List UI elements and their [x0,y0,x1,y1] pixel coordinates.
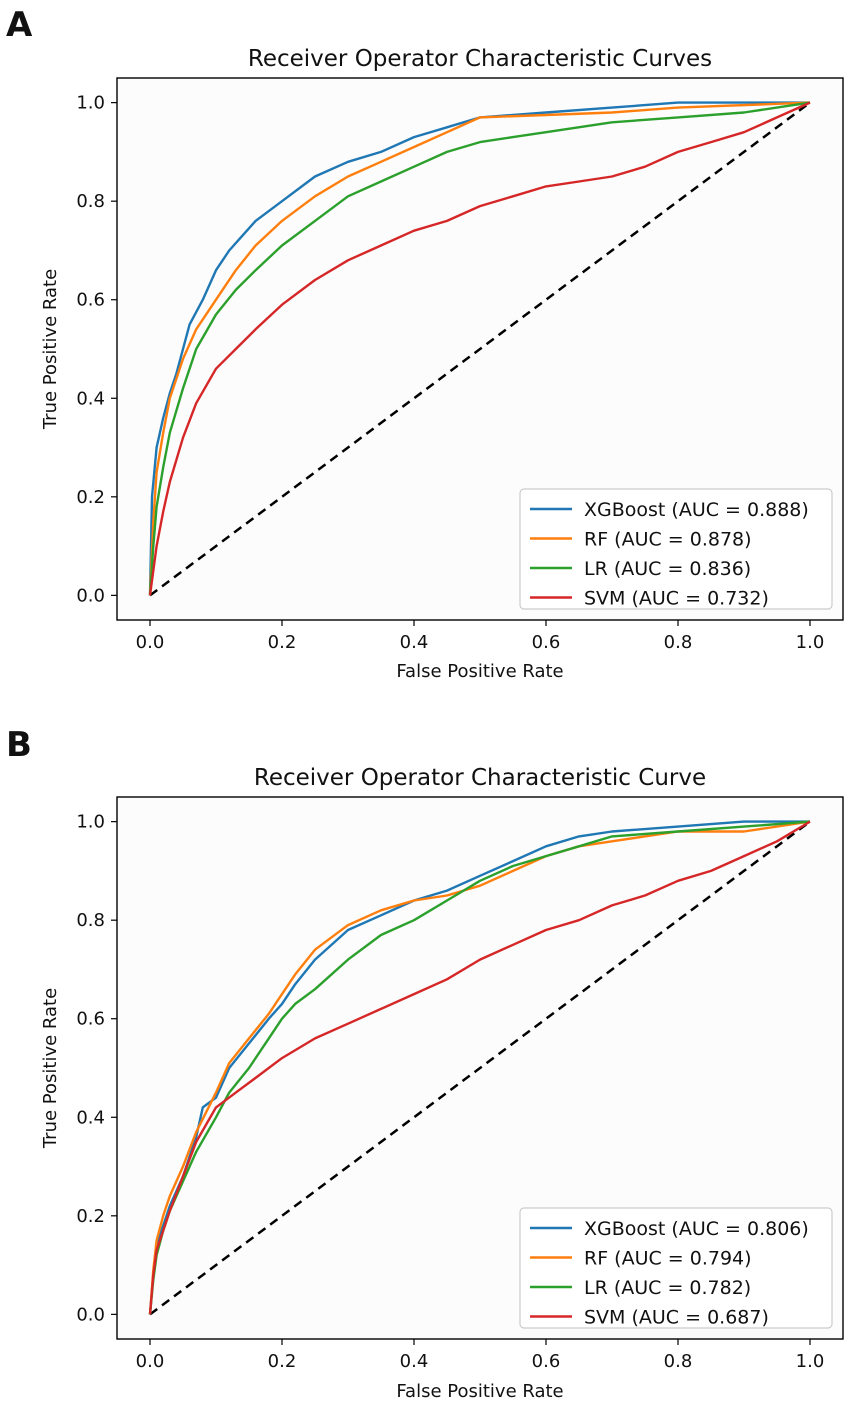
x-axis-label: False Positive Rate [396,661,563,682]
series-line-lr [148,101,811,596]
legend-label: RF (AUC = 0.878) [584,529,752,551]
y-tick-label: 0.0 [76,1304,105,1325]
panel-letter: A [6,5,33,45]
series-line-svm [148,820,811,1315]
y-tick-label: 0.6 [76,1009,105,1030]
roc-panel-b: B Receiver Operator Characteristic Curve 0… [6,725,844,1402]
y-tick-label: 0.6 [76,290,105,311]
x-tick-label: 0.4 [400,632,429,653]
x-tick-label: 0.8 [664,632,693,653]
x-tick-label: 0.8 [664,1351,693,1372]
chance-diagonal-line [149,820,811,1316]
legend: XGBoost (AUC = 0.888) RF (AUC = 0.878) LR … [519,488,833,610]
legend-label: SVM (AUC = 0.687) [584,1307,769,1329]
y-axis-label: True Positive Rate [40,269,61,430]
legend-label: LR (AUC = 0.836) [584,558,751,580]
series-line-svm [148,101,811,596]
y-axis-label: True Positive Rate [40,988,61,1149]
x-tick-label: 0.6 [532,632,561,653]
x-tick-label: 0.0 [136,632,165,653]
legend-label: RF (AUC = 0.794) [584,1248,752,1270]
x-axis-label: False Positive Rate [396,1381,563,1402]
y-tick-label: 0.4 [76,1107,105,1128]
legend-box [519,1207,833,1329]
x-tick-label: 0.0 [136,1351,165,1372]
legend-label: SVM (AUC = 0.732) [584,588,769,610]
legend-box [519,488,833,610]
axes-frame [116,77,844,621]
y-tick-label: 0.8 [76,910,105,931]
y-tick-label: 0.0 [76,585,105,606]
x-tick-label: 1.0 [796,632,825,653]
y-tick-label: 1.0 [76,93,105,114]
chance-diagonal-line [149,101,811,597]
axes-frame [116,796,844,1340]
chart-title: Receiver Operator Characteristic Curve [254,765,706,791]
legend: XGBoost (AUC = 0.806) RF (AUC = 0.794) LR … [519,1207,833,1329]
x-tick-label: 0.2 [268,632,297,653]
legend-label: XGBoost (AUC = 0.888) [584,499,809,521]
y-tick-label: 0.2 [76,1206,105,1227]
x-tick-label: 0.6 [532,1351,561,1372]
chart-title: Receiver Operator Characteristic Curves [248,46,712,72]
y-tick-label: 0.8 [76,191,105,212]
y-tick-label: 0.4 [76,388,105,409]
x-tick-label: 1.0 [796,1351,825,1372]
y-tick-label: 1.0 [76,812,105,833]
roc-panel-a: A Receiver Operator Characteristic Curves… [6,5,844,682]
x-tick-label: 0.2 [268,1351,297,1372]
panel-letter: B [6,725,32,765]
series-line-rf [148,101,811,596]
legend-label: XGBoost (AUC = 0.806) [584,1218,809,1240]
x-tick-label: 0.4 [400,1351,429,1372]
legend-label: LR (AUC = 0.782) [584,1277,751,1299]
y-tick-label: 0.2 [76,487,105,508]
